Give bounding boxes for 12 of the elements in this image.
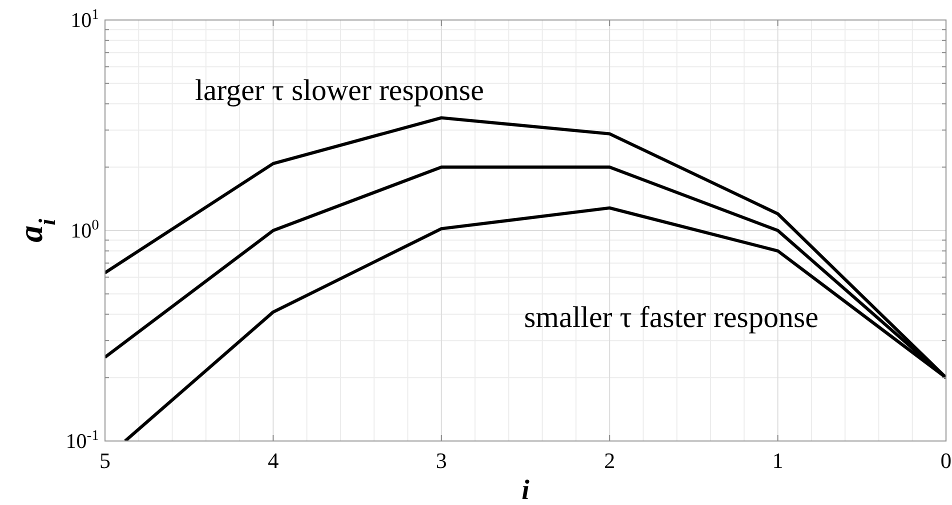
- annotation: larger τ slower response: [195, 74, 484, 107]
- y-tick-label: 10$^{0}$: [70, 218, 99, 242]
- x-axis-title: i: [522, 475, 530, 505]
- x-tick-label: 5: [100, 448, 110, 473]
- x-tick-label: 2: [604, 448, 616, 473]
- x-tick-label: 3: [436, 448, 447, 473]
- y-tick-label: 10$^{1}$: [70, 7, 99, 32]
- x-tick-label: 1: [772, 448, 784, 473]
- x-tick-label: 4: [268, 448, 279, 473]
- annotation: smaller τ faster response: [524, 301, 818, 334]
- x-tick-label: 0: [940, 448, 952, 473]
- y-tick-label: 10$^{-1}$: [66, 428, 99, 453]
